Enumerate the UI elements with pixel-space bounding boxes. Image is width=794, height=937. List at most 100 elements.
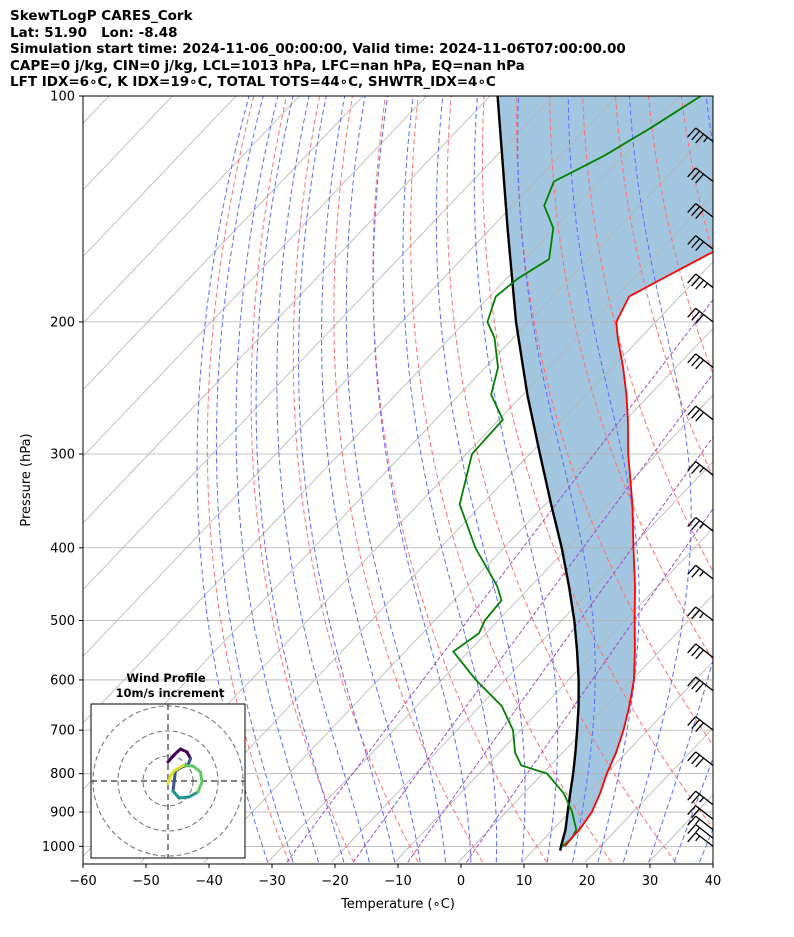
barb-flag [691,238,701,249]
hodograph-segment [166,753,176,764]
barb-flag [695,757,705,768]
barb-staff [695,353,714,368]
barb-flag [687,235,697,246]
moist-adiabat [372,96,472,863]
barb-flag [695,279,705,290]
barb-half-flag [703,136,709,143]
dewpoint-line [451,96,702,848]
barb-half-flag [695,827,701,834]
y-tick-label: 900 [50,806,75,821]
x-tick-label: −30 [258,874,285,889]
barb-half-flag [699,612,705,619]
title-line-2: Lat: 51.90 Lon: -8.48 [10,24,178,41]
hodograph-segment [196,780,204,794]
barb-flag [691,567,701,578]
moist-adiabat [648,96,713,863]
isotherm [584,727,713,863]
moist-adiabat [402,96,498,863]
barb-flag [691,130,701,141]
barb-flag [687,832,697,843]
hodograph-segment [199,770,204,784]
dry-adiabat [250,96,355,863]
barb-flag [695,241,705,252]
barb-flag [691,206,701,216]
barb-flag [695,133,705,144]
y-axis-title: Pressure (hPa) [19,433,34,526]
barb-staff [695,203,714,218]
x-axis: −60 −50 −40 −30 −20 −10 0 10 20 30 40 [69,864,721,889]
barb-flag [687,564,697,575]
isotherm [521,660,713,863]
barb-flag [691,356,701,367]
dry-adiabat [292,96,419,863]
x-tick-label: −40 [195,874,222,889]
isotherm [83,96,618,657]
hodograph-segment [181,764,195,768]
barb-half-flag [699,796,705,803]
moist-adiabat [345,96,446,863]
title-line-5: LFT IDX=6∘C, K IDX=19∘C, TOTAL TOTS=44∘C… [10,74,496,91]
wind-barb [687,815,714,831]
wind-barb [687,461,714,476]
isotherm [83,96,237,258]
x-axis-title: Temperature (∘C) [340,897,455,912]
barb-flag [691,520,701,530]
barb-staff [695,606,714,622]
barb-staff [695,676,714,692]
y-tick-label: 200 [50,315,75,330]
isotherm [83,96,427,458]
x-tick-label: 20 [579,874,596,889]
wind-barb [687,517,714,532]
barb-flag [695,411,705,422]
dry-adiabat [206,96,290,863]
parcel-profile-line [496,96,580,851]
barb-flag [687,353,697,364]
x-tick-label: −60 [69,874,96,889]
barb-staff [695,716,714,731]
wind-barbs [687,127,714,847]
barb-flag [691,464,701,474]
wind-barb [687,805,714,820]
barb-staff [695,805,714,820]
dry-adiabat [582,96,713,573]
moist-adiabat [276,96,370,863]
moist-adiabat [255,96,345,863]
barb-staff [695,235,714,250]
moist-adiabat [215,96,294,863]
barb-staff [695,127,714,143]
barb-staff [695,751,714,766]
moist-adiabat [196,96,269,863]
barb-half-flag [703,282,709,289]
x-tick-label: 0 [457,874,465,889]
barb-staff [695,790,714,806]
moist-adiabat [235,96,319,863]
barb-flag [687,643,697,654]
barb-flag [691,408,701,419]
barb-staff [695,517,714,532]
inset-subtitle: 10m/s increment [116,686,225,700]
chart-header: SkewTLogP CARES_Cork Lat: 51.90 Lon: -8.4… [10,8,626,91]
dry-adiabat [516,96,713,746]
barb-staff [695,824,714,839]
dry-adiabat [747,96,794,862]
temperature-line [564,250,713,847]
hodograph-segment [172,764,185,773]
barb-flag [695,649,705,660]
barb-flag [687,676,697,687]
barb-flag [687,716,697,727]
wind-barb [687,203,714,219]
isotherm [203,327,713,863]
isotherm [267,394,713,863]
wind-barb [687,127,714,144]
isotherm [776,96,794,862]
dry-adiabat [780,96,794,862]
x-tick-label: 30 [642,874,659,889]
wind-barb [687,676,714,693]
barb-flag [691,609,701,620]
hodograph-ring [117,730,219,832]
barb-half-flag [695,835,701,842]
barb-half-flag [699,467,705,473]
hodograph-segment [171,769,177,793]
moist-adiabat [298,96,396,863]
